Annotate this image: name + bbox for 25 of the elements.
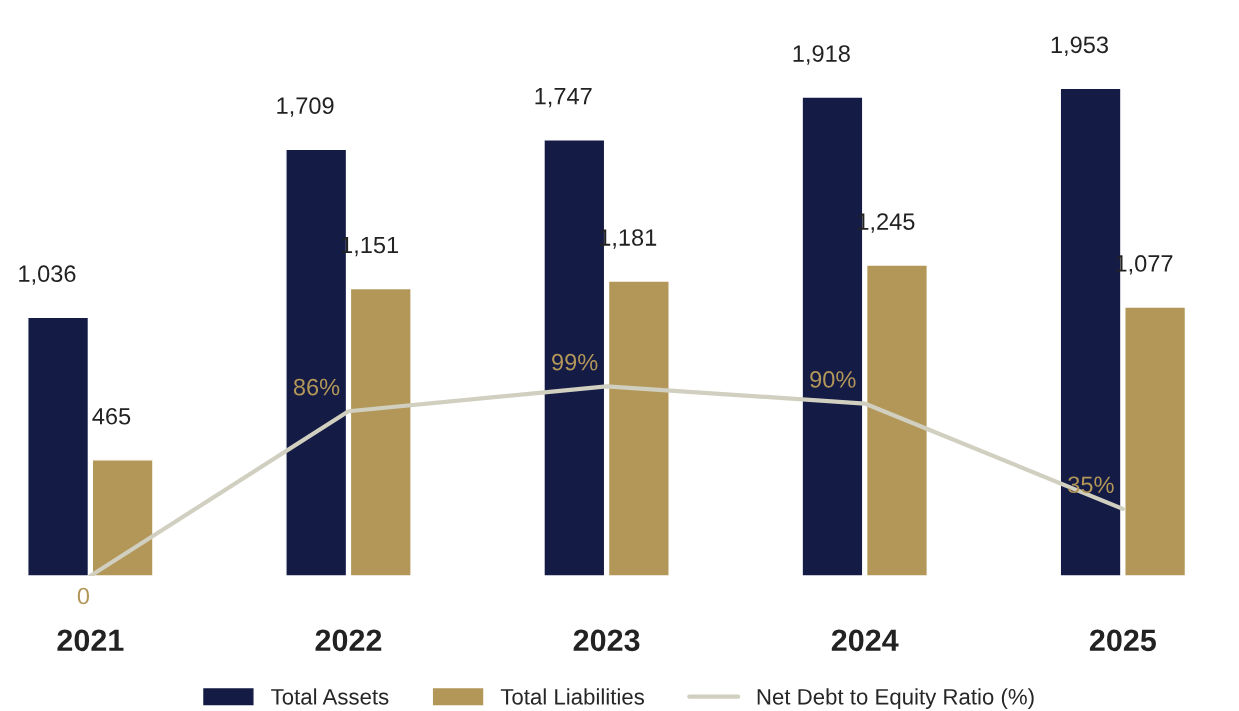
x-tick-label: 2021 [57, 629, 124, 652]
bar [1124, 306, 1187, 576]
data-label: 1,747 [535, 88, 592, 108]
data-label: 90% [810, 371, 856, 388]
bar [607, 280, 670, 576]
legend-label: Total Assets [271, 688, 389, 705]
data-label: 35% [1068, 476, 1114, 494]
bar [349, 287, 412, 576]
x-tick-label: 2025 [1089, 629, 1156, 652]
data-label: 1,709 [277, 97, 334, 117]
data-label: 1,953 [1051, 36, 1108, 56]
x-tick-label: 2022 [315, 629, 382, 652]
legend-label: Net Debt to Equity Ratio (%) [757, 688, 1034, 710]
x-tick-label: 2023 [573, 629, 640, 652]
data-label: 1,036 [19, 265, 76, 285]
data-label: 465 [92, 407, 131, 425]
data-label: 99% [552, 353, 598, 371]
bar [91, 459, 154, 576]
x-tick-label: 2024 [831, 629, 899, 652]
data-label: 1,918 [793, 45, 850, 65]
bar [27, 316, 90, 576]
data-label: 0 [77, 587, 90, 605]
legend-label: Total Liabilities [500, 688, 645, 705]
bar [865, 264, 929, 576]
data-label: 86% [293, 378, 340, 396]
